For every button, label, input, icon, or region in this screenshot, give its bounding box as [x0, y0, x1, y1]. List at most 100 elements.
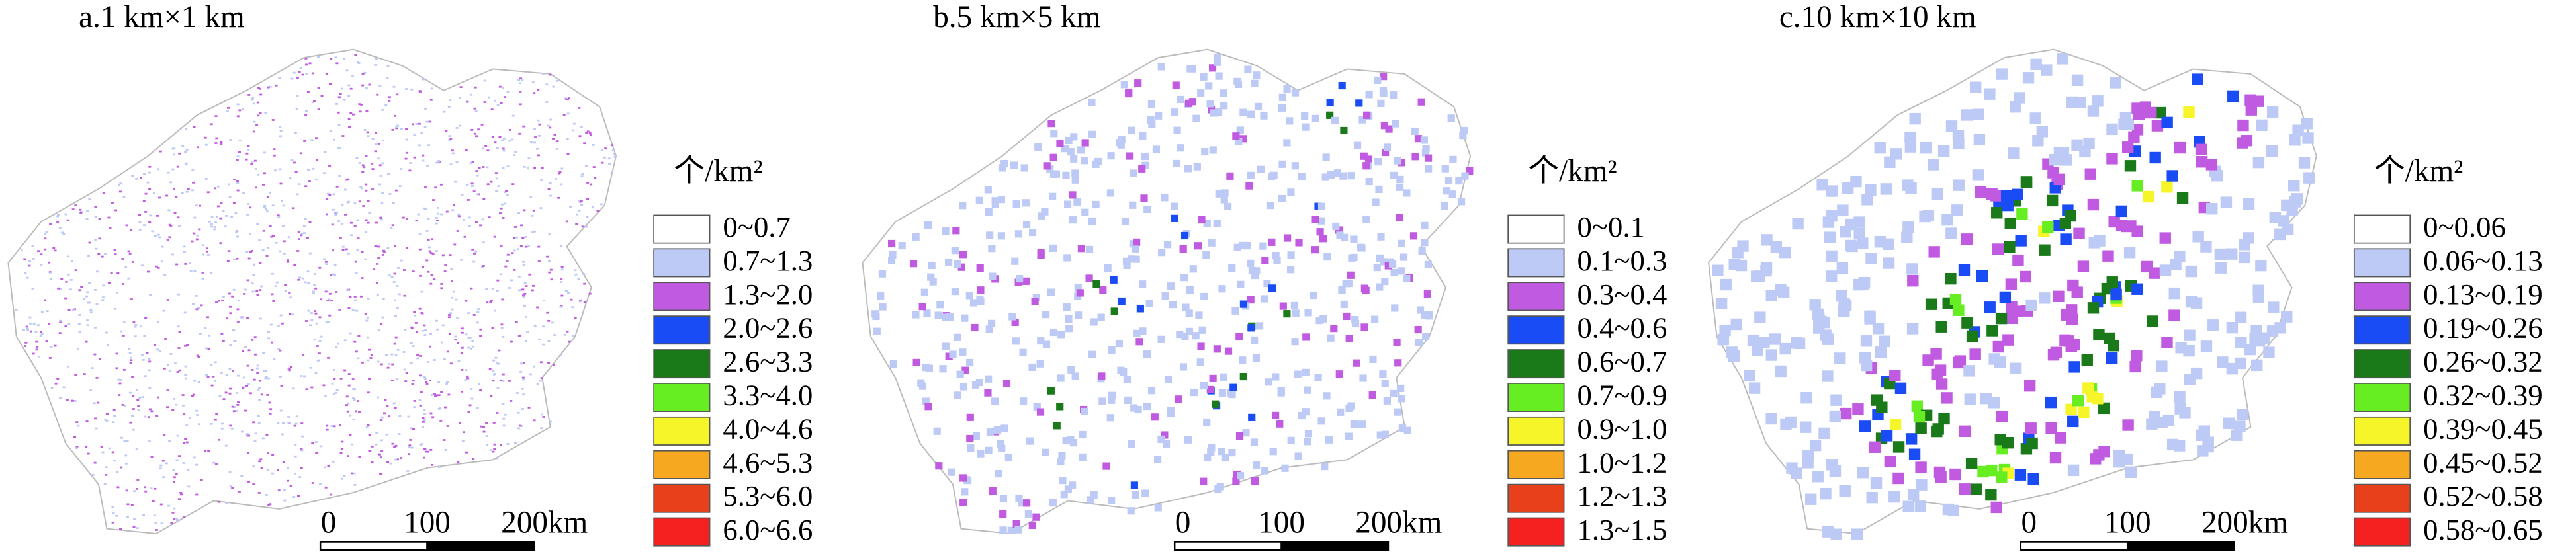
density-cell [1949, 293, 1962, 305]
density-cell [585, 132, 588, 134]
density-cell [356, 249, 359, 251]
density-cell [332, 273, 335, 276]
density-cell [198, 228, 201, 231]
density-cell [1846, 240, 1858, 253]
density-cell [1809, 439, 1822, 452]
density-cell [298, 71, 301, 73]
density-cell [2234, 420, 2246, 432]
density-cell [236, 155, 240, 158]
density-cell [2166, 438, 2179, 451]
density-cell [351, 309, 355, 311]
legend-label: 4.6~5.3 [723, 446, 813, 479]
density-cell [101, 451, 105, 454]
density-cell [1180, 231, 1189, 240]
density-cell [338, 175, 341, 177]
density-cell [1394, 408, 1402, 416]
density-cell [1128, 440, 1135, 448]
density-cell [1205, 82, 1213, 90]
density-cell [912, 358, 920, 367]
density-cell [413, 406, 416, 409]
density-cell [253, 264, 256, 266]
density-cell [378, 164, 382, 167]
density-cell [502, 335, 505, 338]
density-cell [218, 300, 221, 302]
density-cell [244, 346, 247, 348]
density-cell [247, 257, 251, 260]
density-cell [1291, 338, 1299, 346]
density-cell [559, 305, 562, 308]
density-cell [466, 100, 469, 103]
density-cell [310, 312, 313, 314]
density-cell [173, 212, 177, 214]
density-cell [361, 171, 365, 173]
map-panel: a.1 km×1 km个/km²0~0.70.7~1.31.3~2.02.0~2… [7, 0, 813, 551]
density-cell [337, 220, 341, 222]
density-cell [1247, 259, 1255, 267]
density-cell [236, 159, 239, 161]
density-cell [454, 335, 457, 338]
density-cell [353, 388, 356, 391]
density-cell [465, 333, 468, 336]
density-cell [1064, 485, 1072, 493]
density-cell [279, 250, 282, 253]
density-cell [2087, 198, 2100, 211]
density-cell [495, 190, 498, 192]
density-cell [452, 290, 455, 293]
density-cell [942, 227, 950, 235]
density-cell [2207, 319, 2219, 331]
density-cell [382, 249, 385, 252]
density-cell [24, 272, 27, 274]
density-cell [253, 336, 257, 339]
density-cell [463, 235, 466, 238]
density-cell [104, 253, 107, 255]
density-cell [226, 260, 230, 262]
density-cell [2131, 350, 2143, 362]
density-cell [431, 463, 434, 466]
density-cell [1060, 491, 1068, 499]
density-cell [429, 99, 433, 101]
density-cell [519, 370, 523, 373]
density-cell [192, 393, 195, 396]
density-cell [331, 223, 334, 226]
legend-label: 0.06~0.13 [2423, 244, 2543, 277]
density-cell [1748, 382, 1761, 394]
density-cell [357, 335, 361, 337]
density-cell [1737, 240, 1749, 252]
density-cell [1991, 207, 2003, 219]
density-cell [539, 207, 543, 210]
density-cell [489, 301, 492, 303]
density-cell [920, 288, 928, 296]
density-cell [577, 278, 580, 280]
legend-swatch [2353, 214, 2411, 244]
density-cell [1911, 400, 1923, 412]
density-cell [426, 450, 429, 453]
density-cell [1075, 311, 1083, 319]
density-cell [1185, 99, 1193, 107]
density-cell [961, 366, 969, 374]
density-cell [298, 183, 301, 185]
scale-bar-label: 0 [1175, 506, 1191, 540]
density-cell [470, 348, 473, 350]
density-cell [1028, 521, 1036, 530]
density-cell [427, 144, 431, 147]
density-cell [1004, 454, 1012, 461]
density-cell [97, 253, 101, 255]
density-cell [251, 99, 254, 101]
density-cell [130, 356, 133, 359]
density-cell [264, 377, 267, 380]
density-cell [1110, 276, 1118, 284]
density-cell [2235, 337, 2247, 348]
density-cell [449, 333, 452, 335]
density-cell [1859, 420, 1871, 432]
map-outline [862, 48, 1472, 535]
density-cell [58, 397, 62, 399]
density-cell [957, 263, 965, 271]
density-cell [419, 444, 422, 446]
density-cell [341, 440, 344, 443]
density-cell [1220, 196, 1228, 204]
density-cell [205, 374, 208, 376]
density-cell [177, 325, 180, 328]
density-cell [533, 419, 536, 422]
density-cell [1209, 146, 1217, 154]
